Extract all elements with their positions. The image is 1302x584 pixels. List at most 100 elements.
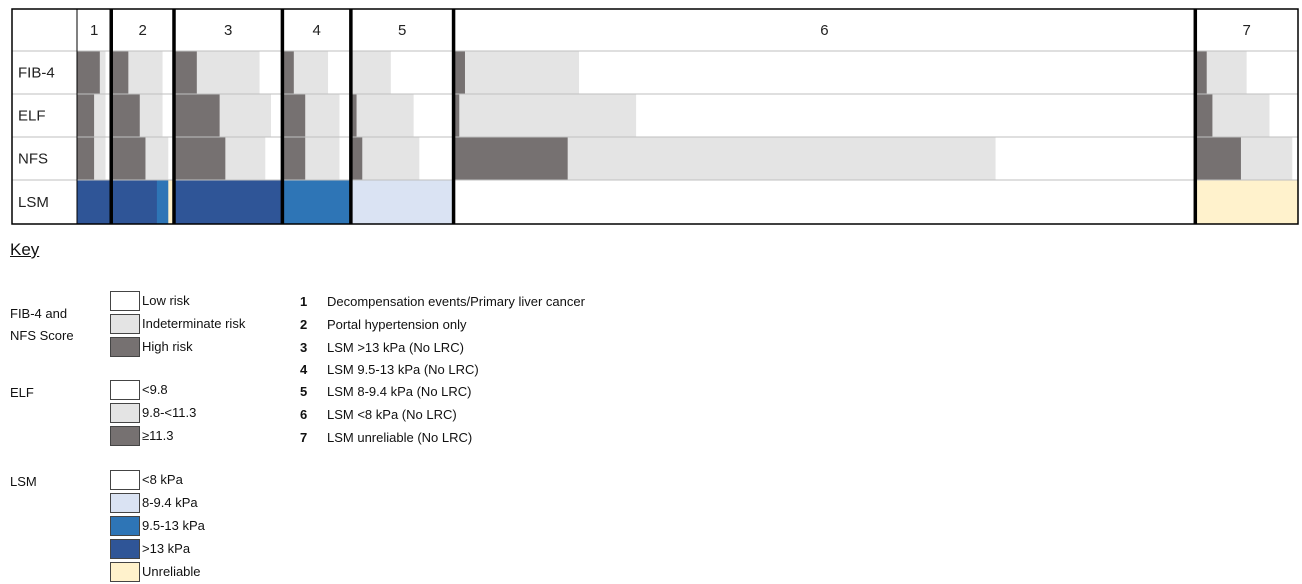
cell-elf-group-4-low bbox=[339, 94, 352, 137]
key-title: Key bbox=[10, 240, 40, 259]
cell-fib4-group-6-high bbox=[453, 51, 466, 94]
row-label-elf: ELF bbox=[18, 108, 46, 125]
cell-nfs-group-6-high bbox=[453, 137, 568, 180]
cell-nfs-group-7-indeterminate bbox=[1240, 137, 1293, 180]
group-header-3: 3 bbox=[224, 22, 232, 39]
key-item-lsm-lt8: <8 kPa bbox=[142, 472, 183, 487]
key-item-elf-high: ≥11.3 bbox=[142, 428, 174, 443]
swatch-elf-mid bbox=[110, 403, 140, 423]
cell-elf-group-2-indeterminate bbox=[139, 94, 163, 137]
key-item-indeterminate-risk: Indeterminate risk bbox=[142, 316, 246, 331]
cell-fib4-group-5-low bbox=[390, 51, 454, 94]
lsm-key-label: LSM bbox=[10, 474, 37, 489]
cell-fib4-group-1-indeterminate bbox=[99, 51, 106, 94]
group-legend-text-7: LSM unreliable (No LRC) bbox=[327, 430, 473, 445]
cell-nfs-group-4-indeterminate bbox=[305, 137, 340, 180]
cell-elf-group-1-high bbox=[77, 94, 95, 137]
group-legend-text-2: Portal hypertension only bbox=[327, 317, 467, 332]
group-legend-text-3: LSM >13 kPa (No LRC) bbox=[327, 340, 464, 355]
cell-lsm-group-1-gt13 bbox=[77, 180, 112, 224]
swatch-elf-low bbox=[110, 380, 140, 400]
group-header-6: 6 bbox=[820, 22, 828, 39]
fib-nfs-key-label: FIB-4 and NFS Score bbox=[10, 306, 74, 343]
row-label-lsm: LSM bbox=[18, 194, 49, 211]
swatch-lsm-8-9 bbox=[110, 493, 140, 513]
cell-fib4-group-1-low bbox=[105, 51, 112, 94]
cell-elf-group-5-indeterminate bbox=[356, 94, 414, 137]
key-item-lsm-unreliable: Unreliable bbox=[142, 564, 201, 579]
swatch-elf-high bbox=[110, 426, 140, 446]
cell-nfs-group-5-low bbox=[419, 137, 454, 180]
cell-elf-group-7-low bbox=[1269, 94, 1299, 137]
cell-fib4-group-4-high bbox=[282, 51, 295, 94]
swatch-high-risk bbox=[110, 337, 140, 357]
cell-elf-group-5-low bbox=[413, 94, 454, 137]
cell-fib4-group-7-indeterminate bbox=[1206, 51, 1247, 94]
group-header-5: 5 bbox=[398, 22, 406, 39]
swatch-lsm-unreliable bbox=[110, 562, 140, 582]
cell-nfs-group-5-indeterminate bbox=[362, 137, 420, 180]
cell-fib4-group-5-indeterminate bbox=[350, 51, 392, 94]
key-item-lsm-9-13: 9.5-13 kPa bbox=[142, 518, 205, 533]
group-legend-text-5: LSM 8-9.4 kPa (No LRC) bbox=[327, 384, 472, 399]
cell-nfs-group-2-indeterminate bbox=[145, 137, 169, 180]
cell-nfs-group-1-low bbox=[105, 137, 112, 180]
cell-nfs-group-2-low bbox=[168, 137, 175, 180]
cell-fib4-group-3-indeterminate bbox=[196, 51, 260, 94]
cell-elf-group-1-indeterminate bbox=[94, 94, 106, 137]
swatch-lsm-gt13 bbox=[110, 539, 140, 559]
cell-nfs-group-6-low bbox=[995, 137, 1196, 180]
chart-border bbox=[11, 8, 1299, 225]
cell-nfs-group-7-high bbox=[1195, 137, 1242, 180]
group-legend-num-2: 2 bbox=[300, 317, 308, 332]
cell-nfs-group-3-indeterminate bbox=[225, 137, 266, 180]
row-label-nfs: NFS bbox=[18, 151, 48, 168]
cell-nfs-group-7-low bbox=[1292, 137, 1299, 180]
cell-nfs-group-2-high bbox=[111, 137, 146, 180]
group-header-4: 4 bbox=[312, 22, 320, 39]
heatmap-chart: FIB-4 ELF NFS LSM 1 2 3 4 5 6 7 bbox=[11, 8, 1299, 225]
cell-lsm-group-7-unreliable bbox=[1195, 180, 1299, 224]
swatch-low-risk bbox=[110, 291, 140, 311]
cell-elf-group-6-indeterminate bbox=[459, 94, 637, 137]
group-legend-num-3: 3 bbox=[300, 340, 308, 355]
cell-elf-group-3-indeterminate bbox=[219, 94, 272, 137]
row-label-fib4: FIB-4 bbox=[18, 65, 55, 82]
cell-nfs-group-4-high bbox=[282, 137, 306, 180]
group-header-1: 1 bbox=[90, 22, 98, 39]
cell-fib4-group-1-high bbox=[77, 51, 101, 94]
group-legend-text-4: LSM 9.5-13 kPa (No LRC) bbox=[327, 362, 479, 377]
cell-elf-group-5-high bbox=[350, 94, 357, 137]
cell-lsm-group-2-9513 bbox=[156, 180, 169, 224]
cell-fib4-group-4-indeterminate bbox=[293, 51, 329, 94]
cell-elf-group-3-low bbox=[270, 94, 283, 137]
swatch-lsm-9-13 bbox=[110, 516, 140, 536]
elf-key-label: ELF bbox=[10, 385, 34, 400]
key-item-lsm-gt13: >13 kPa bbox=[142, 541, 191, 556]
cell-fib4-group-6-indeterminate bbox=[464, 51, 580, 94]
group-legend-text-1: Decompensation events/Primary liver canc… bbox=[327, 294, 585, 309]
cell-lsm-group-2-unreliable bbox=[168, 180, 175, 224]
cell-fib4-group-6-low bbox=[579, 51, 1196, 94]
key-item-elf-low: <9.8 bbox=[142, 382, 168, 397]
cell-nfs-group-3-high bbox=[174, 137, 226, 180]
cell-fib4-group-3-high bbox=[174, 51, 198, 94]
cell-elf-group-2-high bbox=[111, 94, 141, 137]
cell-lsm-group-4-9513 bbox=[282, 180, 352, 224]
cell-elf-group-4-high bbox=[282, 94, 306, 137]
cell-lsm-group-2-gt13 bbox=[111, 180, 158, 224]
cell-nfs-group-3-low bbox=[265, 137, 283, 180]
cell-elf-group-4-indeterminate bbox=[305, 94, 340, 137]
group-header-7: 7 bbox=[1242, 22, 1250, 39]
key-item-low-risk: Low risk bbox=[142, 293, 190, 308]
cell-fib4-group-3-low bbox=[259, 51, 283, 94]
cell-fib4-group-2-low bbox=[162, 51, 175, 94]
cell-lsm-group-3-gt13 bbox=[174, 180, 283, 224]
cell-fib4-group-7-low bbox=[1246, 51, 1299, 94]
group-legend-num-5: 5 bbox=[300, 384, 308, 399]
cell-nfs-group-5-high bbox=[350, 137, 363, 180]
group-legend-num-7: 7 bbox=[300, 430, 308, 445]
group-legend-num-4: 4 bbox=[300, 362, 308, 377]
cell-elf-group-7-high bbox=[1195, 94, 1213, 137]
cell-fib4-group-4-low bbox=[328, 51, 352, 94]
